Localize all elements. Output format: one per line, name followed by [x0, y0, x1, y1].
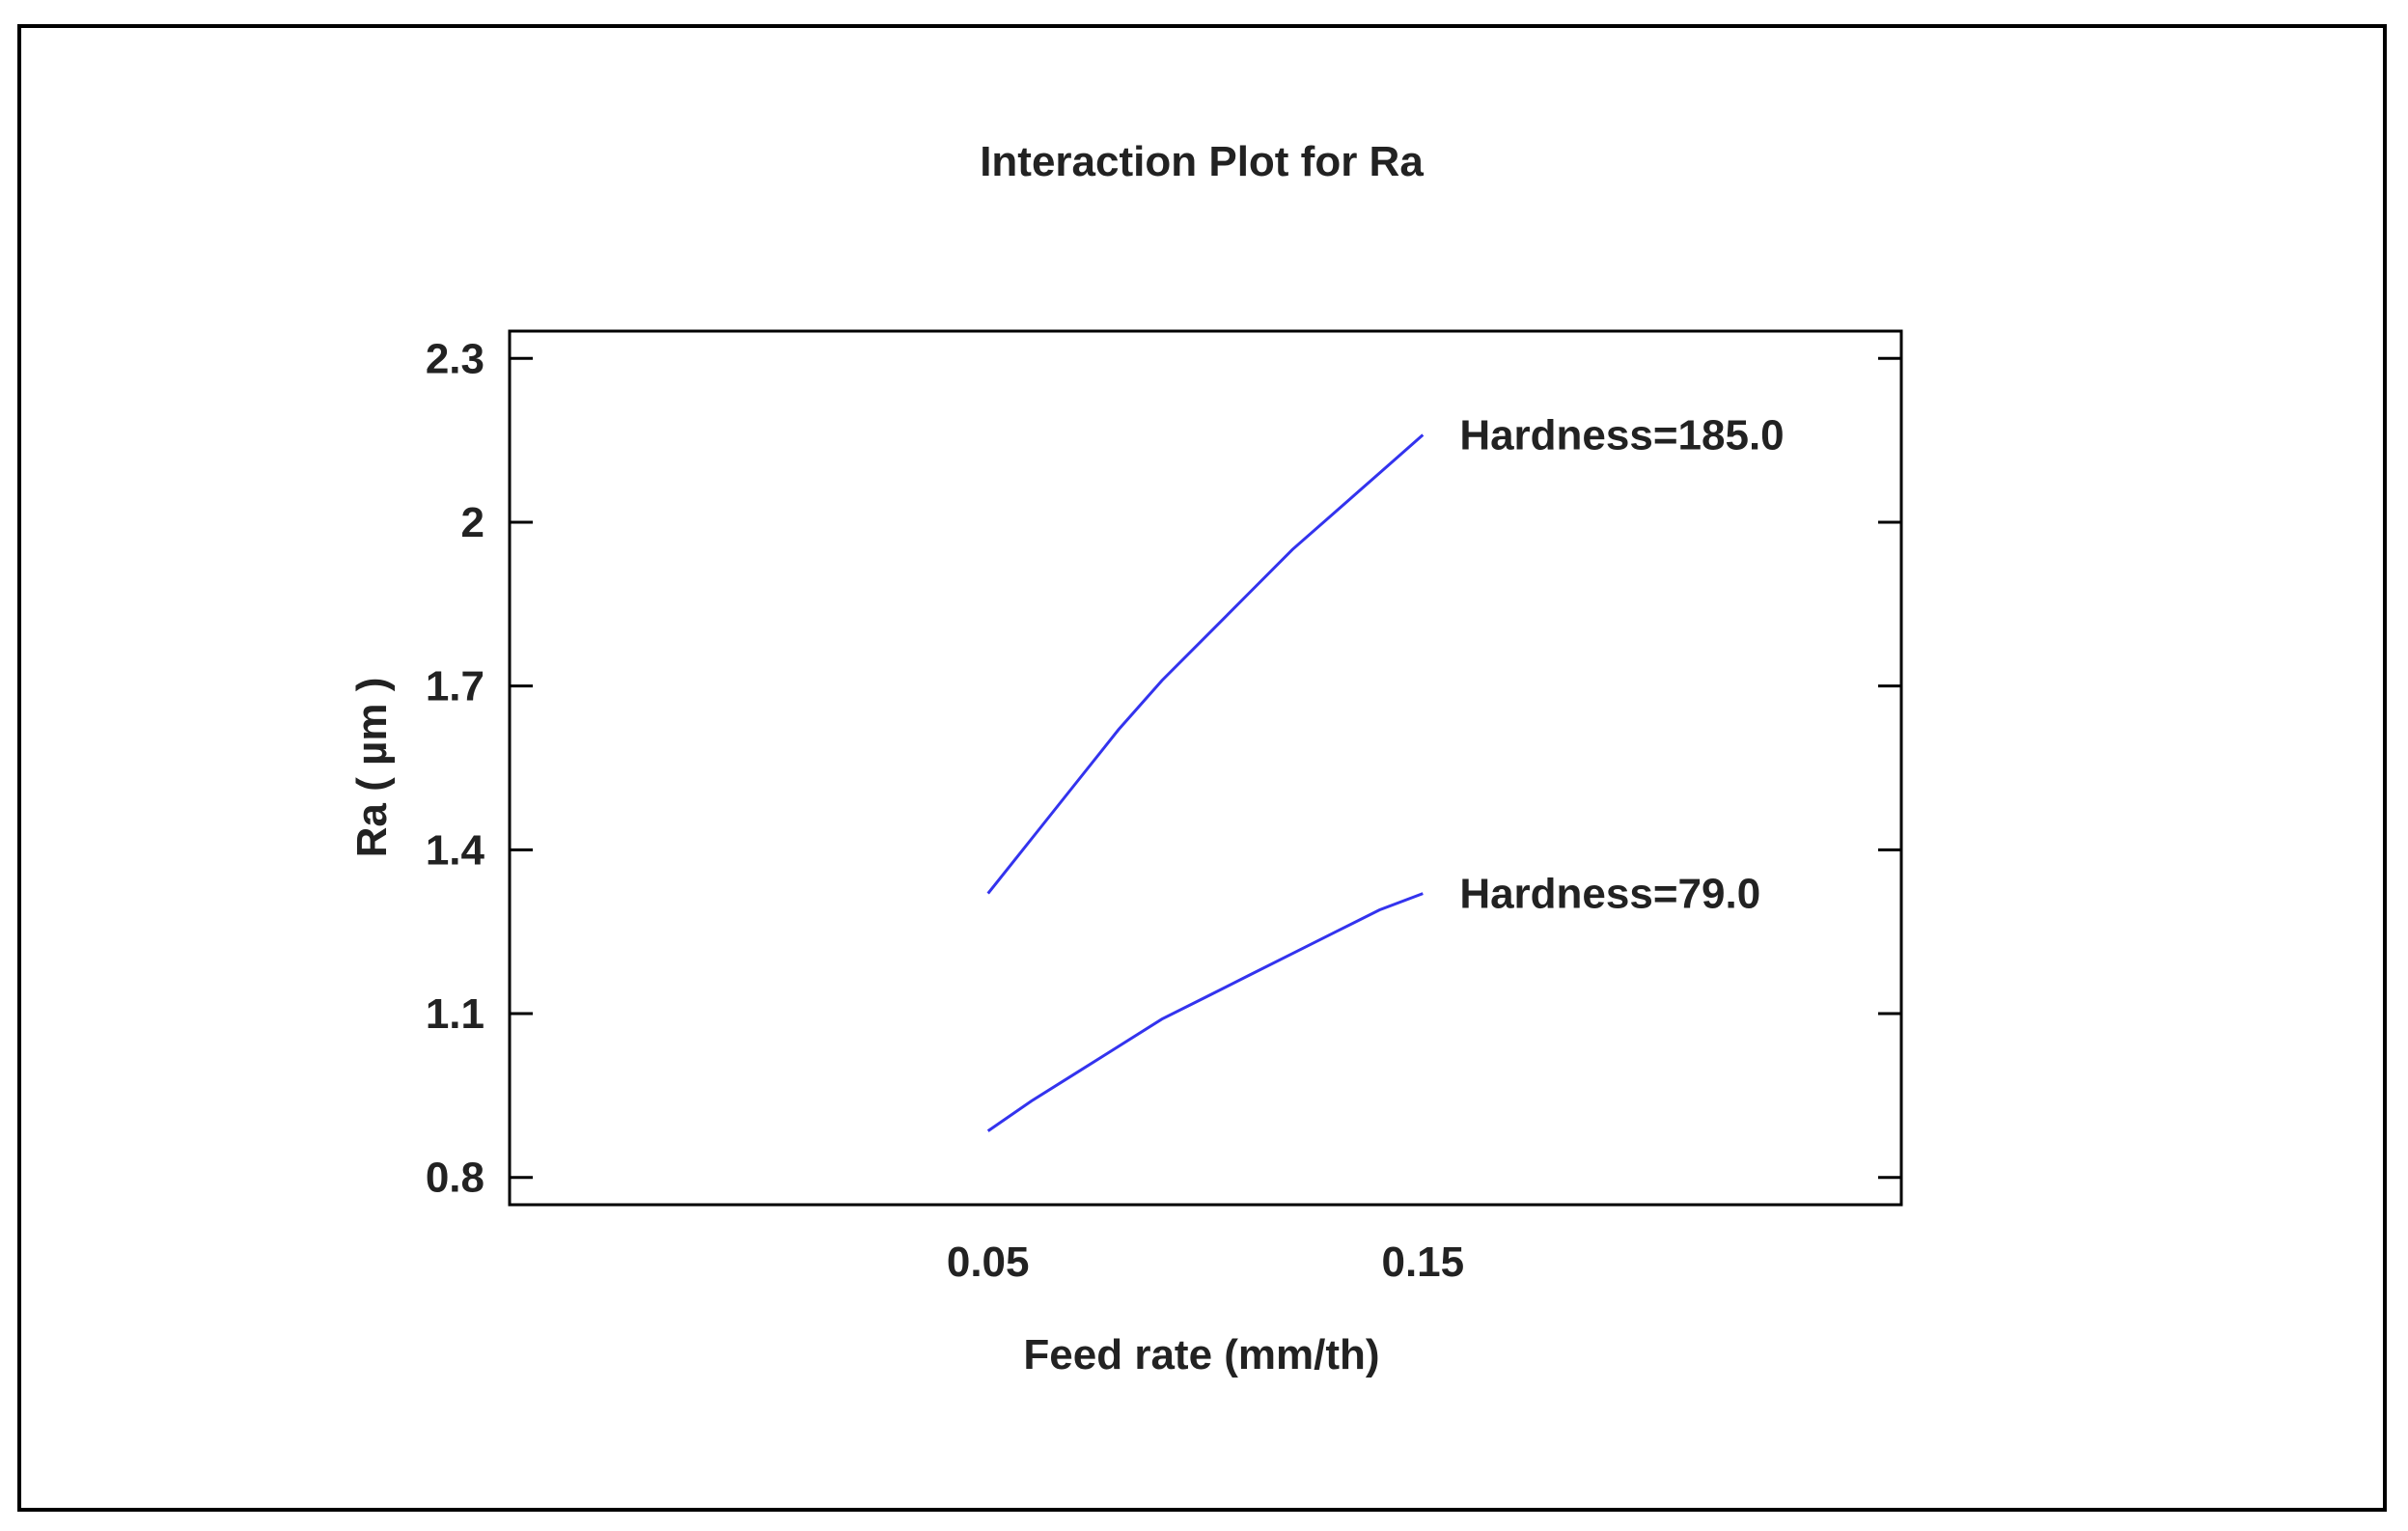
x-axis-label: Feed rate (mm/th) [1023, 1331, 1379, 1378]
chart-title: Interaction Plot for Ra [980, 138, 1424, 185]
y-tick-label: 1.7 [426, 663, 484, 710]
y-tick-label: 0.8 [426, 1155, 484, 1202]
x-tick-label: 0.15 [1381, 1239, 1464, 1286]
y-tick-label: 1.4 [426, 826, 485, 874]
y-ticks: 0.8 1.1 1.4 1.7 2 2.3 [426, 335, 1901, 1202]
series-line-1 [986, 433, 1425, 895]
series-lines [986, 433, 1425, 1132]
series-label-2: Hardness=79.0 [1459, 871, 1760, 918]
y-tick-label: 2 [461, 499, 484, 546]
series-label-1: Hardness=185.0 [1459, 411, 1784, 459]
y-tick-label: 2.3 [426, 335, 484, 382]
x-tick-label: 0.05 [947, 1239, 1030, 1286]
y-tick-label: 1.1 [426, 990, 484, 1038]
series-line-2 [986, 892, 1424, 1132]
plot-area [508, 329, 1903, 1207]
series-labels: Hardness=185.0 Hardness=79.0 [1459, 411, 1784, 917]
x-ticks: 0.05 0.15 [947, 1239, 1464, 1286]
y-axis-label: Ra ( µm ) [348, 678, 396, 858]
outer-border [17, 24, 2387, 1512]
